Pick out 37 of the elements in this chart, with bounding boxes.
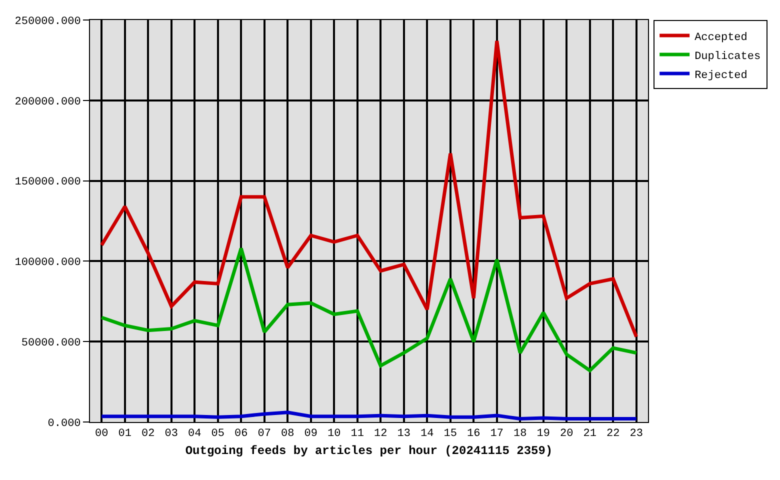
y-tick-label: 200000.000 (14, 96, 81, 108)
x-tick-label: 23 (630, 428, 643, 440)
x-tick-label: 13 (397, 428, 410, 440)
x-tick-label: 15 (444, 428, 457, 440)
x-tick-label: 05 (211, 428, 224, 440)
x-axis-title: Outgoing feeds by articles per hour (20241115 2359) (185, 444, 553, 458)
line-series (100, 410, 638, 421)
x-tick-label: 19 (536, 428, 550, 440)
x-tick-label: 22 (606, 428, 620, 440)
x-tick-label: 09 (304, 428, 318, 440)
x-tick-label: 10 (328, 428, 341, 440)
line-series (100, 39, 638, 339)
y-tick-label: 0.000 (48, 418, 81, 430)
x-tick-label: 06 (234, 428, 248, 440)
x-tick-label: 16 (467, 428, 480, 440)
x-tick-label: 21 (583, 428, 597, 440)
x-tick-label: 12 (374, 428, 388, 440)
y-tick-label: 150000.000 (14, 176, 81, 189)
y-tick-label: 50000.000 (21, 337, 81, 350)
x-tick-label: 04 (188, 428, 202, 440)
x-tick-label: 08 (281, 428, 294, 440)
x-tick-label: 01 (118, 428, 132, 440)
x-tick-label: 00 (95, 428, 108, 440)
x-tick-label: 03 (164, 428, 178, 440)
y-tick-label: 250000.000 (14, 16, 81, 28)
legend-label: Accepted (694, 32, 748, 44)
x-tick-label: 02 (142, 428, 155, 440)
x-tick-label: 14 (420, 428, 434, 440)
x-tick-label: 20 (560, 428, 574, 440)
x-tick-label: 11 (350, 428, 364, 440)
line-series (100, 246, 638, 372)
legend-label: Rejected (694, 70, 748, 82)
y-tick-label: 100000.000 (14, 257, 81, 270)
x-tick-label: 18 (514, 428, 527, 440)
x-tick-label: 07 (258, 428, 271, 440)
x-tick-label: 17 (490, 428, 504, 440)
legend-label: Duplicates (694, 50, 761, 63)
